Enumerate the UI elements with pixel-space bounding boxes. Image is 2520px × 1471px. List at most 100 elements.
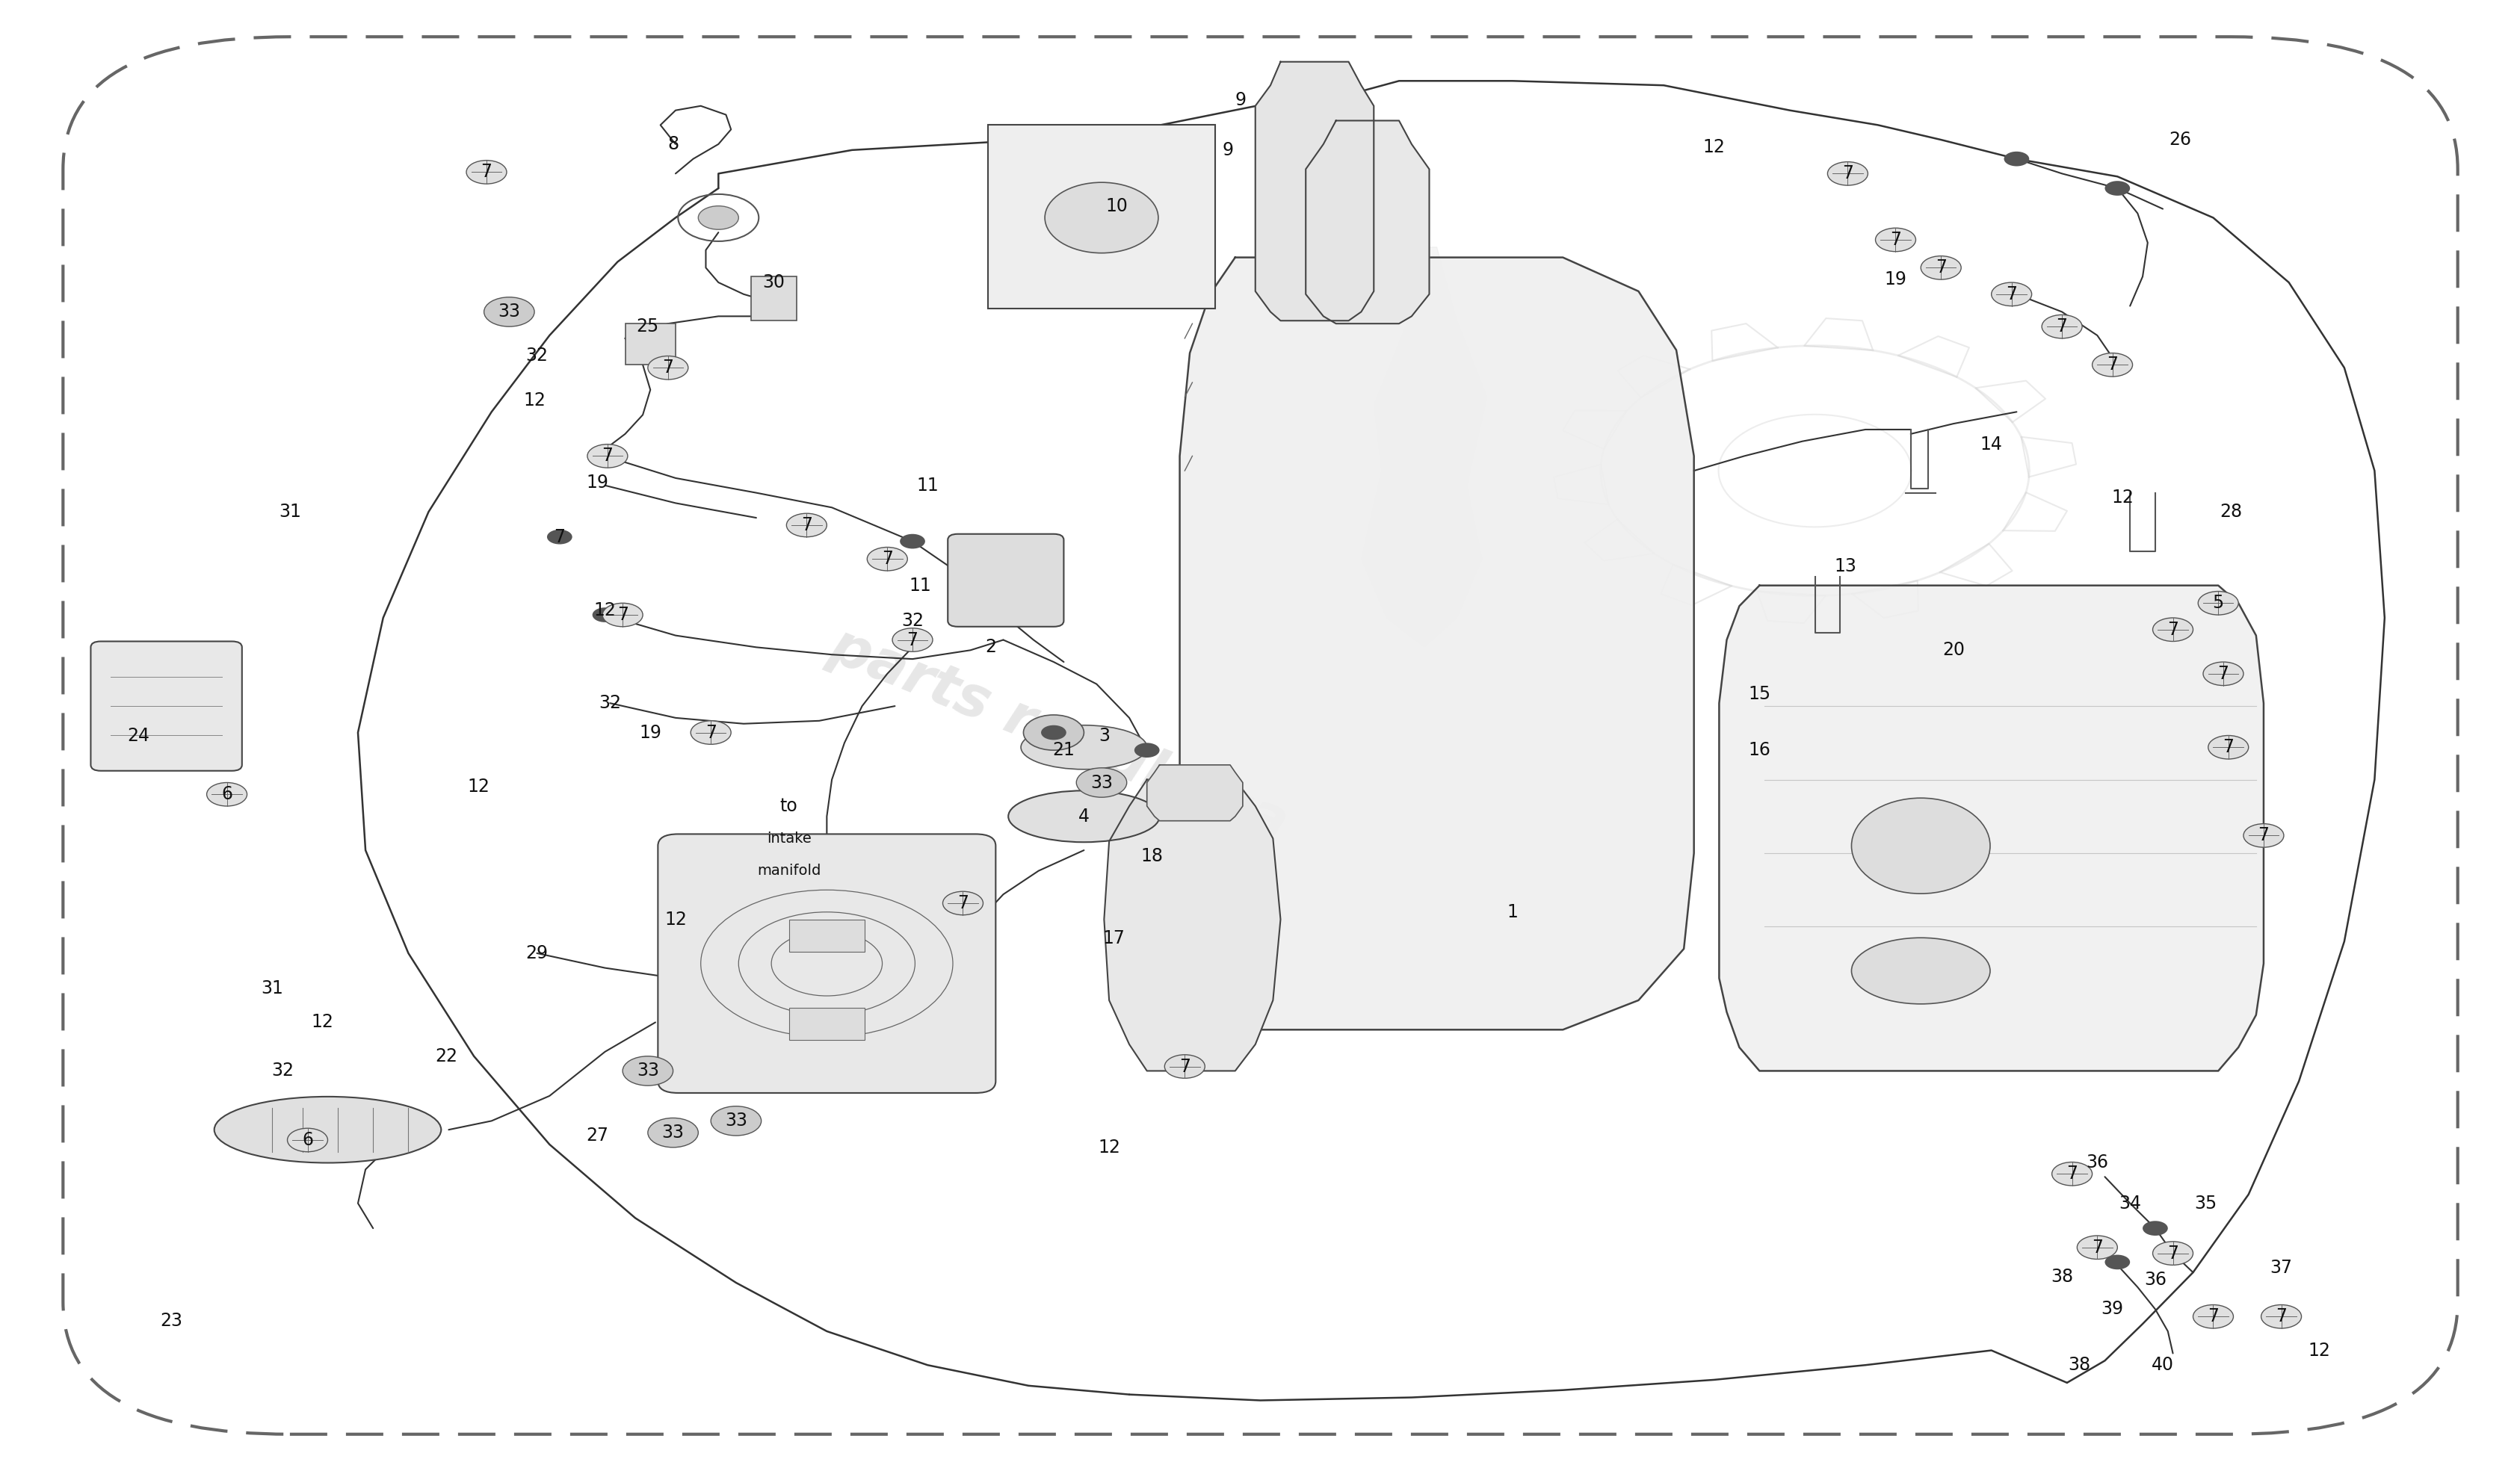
Text: 9: 9 [1222, 141, 1232, 159]
Circle shape [786, 513, 827, 537]
Circle shape [207, 783, 247, 806]
Text: 19: 19 [640, 724, 660, 741]
Circle shape [2076, 1236, 2117, 1259]
Text: 25: 25 [638, 318, 658, 335]
Text: 7: 7 [2107, 356, 2117, 374]
Text: 30: 30 [764, 274, 784, 291]
Ellipse shape [214, 1097, 441, 1162]
Text: 7: 7 [2208, 1308, 2218, 1325]
Text: 7: 7 [2223, 738, 2233, 756]
Circle shape [2051, 1162, 2092, 1186]
Circle shape [2197, 591, 2238, 615]
Circle shape [1928, 260, 1953, 275]
Text: 3: 3 [1099, 727, 1109, 744]
Text: 7: 7 [663, 359, 673, 377]
Circle shape [2152, 618, 2192, 641]
Text: 7: 7 [706, 724, 716, 741]
Circle shape [1920, 256, 1961, 279]
Text: 32: 32 [527, 347, 547, 365]
Text: 7: 7 [1935, 259, 1945, 277]
Text: 14: 14 [1981, 435, 2001, 453]
FancyBboxPatch shape [751, 277, 796, 321]
Text: 12: 12 [312, 1014, 333, 1031]
Text: 20: 20 [1943, 641, 1963, 659]
Circle shape [900, 633, 925, 647]
Text: 40: 40 [2152, 1356, 2172, 1374]
Text: 12: 12 [2308, 1342, 2328, 1359]
Text: 4: 4 [1079, 808, 1089, 825]
Text: 7: 7 [602, 447, 612, 465]
Circle shape [466, 160, 507, 184]
Polygon shape [1305, 121, 1429, 324]
Text: 12: 12 [1704, 138, 1724, 156]
Ellipse shape [1850, 938, 1991, 1003]
Circle shape [698, 206, 738, 229]
Text: manifold: manifold [756, 863, 822, 878]
Circle shape [610, 608, 635, 622]
Text: 7: 7 [554, 528, 564, 546]
Circle shape [1023, 715, 1084, 750]
Text: 7: 7 [1179, 1058, 1189, 1075]
Text: 5: 5 [2213, 594, 2223, 612]
Text: 12: 12 [469, 778, 489, 796]
Circle shape [2202, 662, 2243, 685]
Text: 7: 7 [2258, 827, 2268, 844]
Circle shape [892, 628, 932, 652]
Text: 39: 39 [2102, 1300, 2122, 1318]
FancyBboxPatch shape [988, 125, 1215, 309]
Circle shape [690, 721, 731, 744]
Text: 7: 7 [1890, 231, 1900, 249]
Text: 38: 38 [2051, 1268, 2071, 1286]
Text: 8: 8 [668, 135, 678, 153]
Text: 9: 9 [1235, 91, 1245, 109]
Text: 16: 16 [1749, 741, 1769, 759]
Text: 7: 7 [617, 606, 627, 624]
FancyBboxPatch shape [789, 919, 864, 952]
Text: 12: 12 [1099, 1139, 1119, 1156]
Text: intake: intake [766, 831, 811, 846]
Circle shape [484, 297, 534, 327]
Circle shape [547, 530, 572, 544]
Circle shape [698, 725, 723, 740]
Text: 7: 7 [2218, 665, 2228, 683]
Text: parts republica: parts republica [822, 618, 1295, 853]
Circle shape [942, 891, 983, 915]
Circle shape [2243, 824, 2283, 847]
Text: 18: 18 [1142, 847, 1162, 865]
Text: 36: 36 [2145, 1271, 2165, 1289]
Text: 21: 21 [1053, 741, 1074, 759]
Circle shape [2041, 315, 2082, 338]
Circle shape [2003, 152, 2029, 166]
Text: 32: 32 [902, 612, 922, 630]
Circle shape [2208, 736, 2248, 759]
Text: 7: 7 [958, 894, 968, 912]
Circle shape [1134, 743, 1159, 758]
Text: 7: 7 [2092, 1239, 2102, 1256]
Text: 22: 22 [436, 1047, 456, 1065]
FancyBboxPatch shape [658, 834, 995, 1093]
Circle shape [1041, 725, 1066, 740]
Circle shape [1998, 287, 2024, 302]
Text: 6: 6 [302, 1131, 312, 1149]
Circle shape [2104, 1255, 2129, 1269]
Text: 33: 33 [499, 303, 519, 321]
Circle shape [592, 449, 617, 463]
Circle shape [1827, 162, 1867, 185]
Circle shape [587, 444, 627, 468]
Text: 6: 6 [222, 786, 232, 803]
Text: 33: 33 [1091, 774, 1111, 791]
Text: 31: 31 [280, 503, 300, 521]
Circle shape [2260, 1305, 2301, 1328]
Ellipse shape [1043, 182, 1159, 253]
Text: 2: 2 [985, 638, 995, 656]
Text: 7: 7 [481, 163, 491, 181]
Circle shape [711, 1106, 761, 1136]
Circle shape [648, 1118, 698, 1147]
Text: 33: 33 [726, 1112, 746, 1130]
Text: 33: 33 [638, 1062, 658, 1080]
Text: 33: 33 [663, 1124, 683, 1141]
Text: 31: 31 [262, 980, 282, 997]
Text: 34: 34 [2119, 1194, 2139, 1212]
Text: 7: 7 [2167, 621, 2177, 638]
Text: 7: 7 [2276, 1308, 2286, 1325]
